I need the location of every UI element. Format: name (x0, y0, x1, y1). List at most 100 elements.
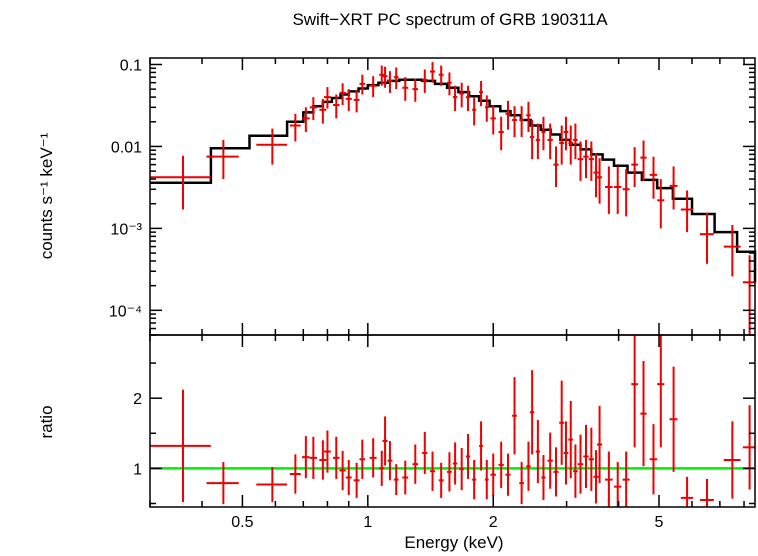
spectrum-data-point (541, 116, 546, 151)
spectrum-data-point (605, 166, 613, 214)
spectrum-data-point (657, 179, 665, 229)
x-axis-label: Energy (keV) (404, 533, 503, 552)
ratio-data-point (472, 459, 477, 500)
spectrum-data-point (559, 125, 565, 165)
ratio-data-point (393, 464, 399, 496)
ratio-data-point (699, 478, 714, 507)
ratio-data-point (345, 459, 352, 496)
spectrum-data-point (387, 71, 393, 93)
spectrum-data-layer (150, 62, 755, 335)
spectrum-data-point (505, 100, 511, 130)
ratio-data-point (447, 452, 452, 492)
spectrum-data-point (583, 139, 589, 179)
ratio-ticks: 12 (133, 362, 755, 505)
ratio-data-point (465, 433, 471, 479)
ratio-data-point (438, 462, 444, 498)
spectrum-data-point (723, 224, 741, 277)
ratio-data-point (459, 448, 464, 491)
spectrum-data-point (382, 66, 388, 88)
spectrum-data-point (379, 65, 385, 86)
ratio-data-point (412, 444, 419, 484)
spectrum-data-point (669, 166, 678, 210)
spectrum-data-point (512, 106, 517, 138)
spectrum-data-point (553, 146, 559, 187)
spectrum-data-point (593, 153, 599, 198)
spectrum-data-point (422, 69, 428, 93)
spectrum-data-point (359, 74, 366, 95)
spectrum-data-point (498, 116, 504, 151)
ratio-data-point (150, 389, 211, 503)
spectrum-data-point (622, 169, 630, 217)
ratio-data-point (631, 335, 638, 448)
ratio-data-point (353, 462, 360, 498)
ratio-data-point (484, 459, 489, 500)
ratio-data-point (640, 360, 647, 467)
spectrum-data-point (150, 155, 211, 210)
ratio-data-point (605, 451, 613, 507)
spectrum-panel: 0.1 0.01 10⁻³ 10⁻⁴ counts s⁻¹ keV⁻¹ (37, 57, 757, 336)
spectrum-data-point (573, 123, 578, 160)
ratio-data-point (526, 441, 531, 491)
spectrum-data-point (412, 78, 419, 102)
y-tick-label: 10⁻⁴ (109, 303, 142, 320)
x-axis-ticks: 0.5 1 2 5 (149, 58, 745, 531)
y-tick-label: 0.1 (120, 57, 142, 74)
ratio-data-point (680, 476, 694, 507)
spectrum-data-point (345, 89, 352, 112)
spectrum-data-point (465, 85, 471, 112)
spectrum-data-point (680, 190, 694, 233)
spectrum-data-point (452, 85, 458, 112)
spectrum-data-point (333, 94, 340, 119)
ratio-data-point (573, 444, 578, 498)
ratio-data-point (289, 454, 301, 494)
spectrum-data-point (568, 125, 574, 165)
spectrum-data-point (577, 141, 584, 181)
spectrum-data-point (309, 97, 317, 121)
ratio-data-point (657, 335, 665, 448)
spectrum-data-point (447, 72, 452, 96)
spectrum-data-point (640, 140, 647, 181)
ratio-data-point (541, 455, 546, 500)
model-step-line (150, 78, 757, 283)
spectrum-model-layer (150, 78, 757, 283)
ratio-data-point (583, 424, 589, 489)
spectrum-data-point (479, 80, 483, 107)
y-tick-label: 10⁻³ (110, 221, 142, 238)
y-tick-label: 2 (133, 391, 142, 408)
ratio-data-point (369, 438, 377, 478)
ratio-data-point (568, 400, 574, 479)
spectrum-data-point (459, 82, 464, 108)
ratio-data-point (339, 450, 346, 491)
ratio-data-point (505, 453, 511, 496)
ratio-data-point (597, 405, 603, 484)
x-tick-label: 2 (489, 514, 498, 531)
ratio-data-point (614, 462, 622, 507)
spectrum-data-point (742, 255, 755, 335)
spectrum-data-point (289, 113, 301, 142)
spectrum-data-point (529, 120, 535, 160)
ratio-data-point (382, 416, 388, 466)
ratio-data-point (529, 370, 535, 455)
spectrum-data-point (563, 116, 569, 151)
y-tick-label: 0.01 (111, 139, 142, 156)
spectrum-data-point (256, 128, 288, 165)
ratio-data-point (588, 427, 594, 491)
ratio-data-point (359, 439, 366, 479)
ratio-data-point (379, 450, 385, 486)
ratio-data-point (301, 436, 310, 479)
spectrum-data-point (535, 123, 540, 160)
ratio-data-point (387, 441, 393, 481)
spectrum-data-point (206, 139, 239, 180)
ratio-data-point (547, 432, 553, 489)
ratio-data-point (742, 405, 755, 490)
spectrum-data-point (490, 105, 496, 135)
ratio-data-point (535, 419, 540, 484)
ratio-data-point (333, 436, 340, 479)
spectrum-data-point (393, 67, 399, 90)
ratio-data-point (429, 451, 436, 491)
spectrum-data-point (369, 76, 377, 98)
ratio-data-point (519, 462, 524, 505)
plot-title: Swift−XRT PC spectrum of GRB 190311A (292, 10, 608, 29)
ratio-data-point (206, 462, 239, 505)
